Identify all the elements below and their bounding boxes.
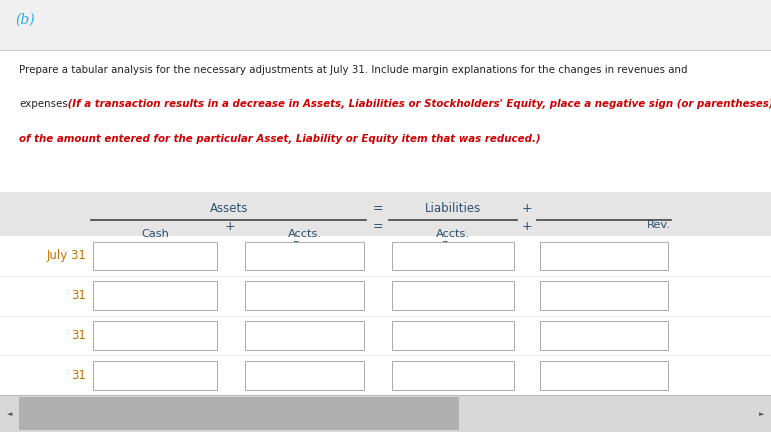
Bar (540, 321, 668, 350)
Bar (245, 281, 364, 310)
Bar (0, 192, 771, 236)
Text: Accts.
Pay.: Accts. Pay. (436, 229, 470, 251)
Text: July 31: July 31 (46, 249, 86, 262)
Text: Assets: Assets (210, 202, 247, 215)
Text: ◄: ◄ (7, 411, 12, 416)
Bar (540, 281, 668, 310)
Bar (392, 321, 514, 350)
Text: expenses.: expenses. (19, 99, 71, 109)
Bar (540, 241, 668, 270)
Bar (93, 241, 217, 270)
Bar (0, 395, 19, 432)
Bar (392, 241, 514, 270)
Bar (19, 397, 459, 430)
Text: (If a transaction results in a decrease in Assets, Liabilities or Stockholders' : (If a transaction results in a decrease … (64, 99, 771, 109)
Text: Rev.: Rev. (647, 220, 671, 230)
Text: =: = (372, 220, 383, 233)
Text: +: + (521, 220, 532, 233)
Bar (93, 281, 217, 310)
Text: +: + (521, 202, 532, 215)
Text: 31: 31 (72, 369, 86, 382)
Bar (93, 321, 217, 350)
Bar (245, 241, 364, 270)
Bar (0, 50, 771, 192)
Bar (540, 361, 668, 390)
Text: Cash: Cash (141, 229, 170, 239)
Bar (0, 395, 771, 432)
Bar (392, 361, 514, 390)
Bar (245, 321, 364, 350)
Text: =: = (372, 202, 383, 215)
Bar (93, 361, 217, 390)
Bar (245, 361, 364, 390)
Bar (0, 236, 771, 395)
Text: 31: 31 (72, 289, 86, 302)
Text: 31: 31 (72, 329, 86, 342)
Text: ►: ► (759, 411, 764, 416)
Bar (752, 395, 771, 432)
Bar (392, 281, 514, 310)
Text: +: + (224, 220, 235, 233)
Text: of the amount entered for the particular Asset, Liability or Equity item that wa: of the amount entered for the particular… (19, 134, 540, 144)
Bar (0, 0, 771, 50)
Text: (b): (b) (15, 13, 35, 27)
Text: Prepare a tabular analysis for the necessary adjustments at July 31. Include mar: Prepare a tabular analysis for the neces… (19, 65, 688, 75)
Text: Accts.
Rec.: Accts. Rec. (288, 229, 322, 251)
Text: Liabilities: Liabilities (425, 202, 481, 215)
